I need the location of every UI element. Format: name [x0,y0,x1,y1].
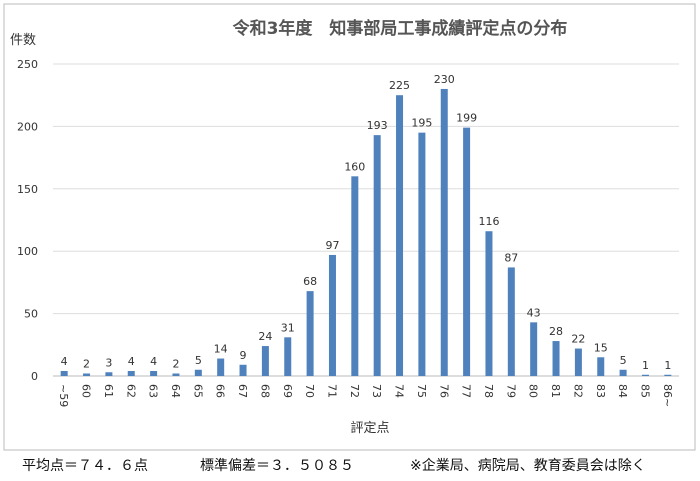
x-tick-label: 71 [325,384,338,398]
x-tick-label: 65 [191,384,204,398]
x-tick-label: 79 [504,384,517,398]
y-tick-label: 50 [24,308,38,321]
data-label: 87 [504,251,518,264]
data-label: 1 [642,359,649,372]
bar [261,346,269,376]
bar [641,374,649,376]
x-tick-label: 60 [80,384,93,398]
data-label: 24 [258,330,272,343]
data-label: 116 [478,215,499,228]
bar [105,372,113,376]
x-tick-label: 85 [638,384,651,398]
bar [530,322,538,376]
x-tick-label: 61 [102,384,115,398]
bar [440,88,448,377]
x-axis-label: 評定点 [350,421,389,436]
x-tick-label: 69 [281,384,294,398]
bar [60,371,68,376]
x-tick-label: 72 [348,384,361,398]
data-label: 1 [664,359,671,372]
x-tick-label: 68 [258,384,271,398]
x-tick-label: 84 [616,384,629,398]
data-label: 4 [128,355,135,368]
bar [150,371,158,376]
data-label: 15 [594,341,608,354]
y-tick-label: 0 [31,370,38,383]
bar [552,341,560,376]
x-tick-label: 75 [415,384,428,398]
x-tick-label: 80 [527,384,540,398]
data-label: 97 [325,239,339,252]
data-label: 4 [61,355,68,368]
x-tick-label: 64 [169,384,182,398]
x-tick-label: 78 [482,384,495,398]
bar [619,369,627,376]
data-label: 3 [105,356,112,369]
y-tick-label: 100 [17,245,38,258]
bar [597,357,605,376]
bar [373,135,381,376]
data-label: 68 [303,275,317,288]
x-tick-label: 67 [236,384,249,398]
data-label: 43 [527,306,541,319]
data-label: 14 [214,343,228,356]
x-tick-label: 66 [214,384,227,398]
bar [351,176,359,376]
note: 標準偏差＝３．５０８５ [200,458,354,474]
data-label: 28 [549,325,563,338]
x-tick-label: 81 [549,384,562,398]
data-label: 193 [367,119,388,132]
bar [328,254,336,376]
data-label: 225 [389,79,410,92]
bar [418,132,426,376]
data-label: 31 [281,321,295,334]
data-label: 230 [434,73,455,86]
x-tick-label: 70 [303,384,316,398]
data-label: 2 [172,358,179,371]
data-label: 199 [456,112,477,125]
x-tick-label: 77 [460,384,473,398]
bar [127,371,135,376]
bar [396,95,404,376]
note: ※企業局、病院局、教育委員会は除く [410,457,646,474]
bar [284,337,292,376]
data-label: 160 [344,160,365,173]
data-label: 9 [240,349,247,362]
data-label: 5 [195,354,202,367]
y-tick-label: 250 [17,58,38,71]
bar [194,369,202,376]
data-label: 4 [150,355,157,368]
bar [507,267,515,376]
bar [217,358,225,376]
bar [664,374,672,376]
bar [306,291,314,376]
chart-title: 令和3年度 知事部局工事成績評定点の分布 [233,18,568,39]
bar [485,231,493,376]
y-axis-label: 件数 [10,33,36,48]
y-tick-label: 200 [17,120,38,133]
data-label: 2 [83,358,90,371]
x-tick-label: 63 [147,384,160,398]
y-tick-label: 150 [17,183,38,196]
bar [83,373,91,376]
x-tick-label: 86~ [661,384,674,407]
data-label: 195 [411,117,432,130]
x-tick-label: 73 [370,384,383,398]
bar [239,364,247,376]
data-label: 22 [571,333,585,346]
data-label: 5 [620,354,627,367]
note: 平均点＝７４．６点 [22,458,148,474]
bar [574,348,582,376]
bar [463,127,471,376]
x-tick-label: 82 [571,384,584,398]
x-tick-label: 83 [594,384,607,398]
x-tick-label: ~59 [57,384,70,407]
bar [172,373,180,376]
x-tick-label: 62 [124,384,137,398]
x-tick-label: 74 [393,384,406,398]
x-tick-label: 76 [437,384,450,398]
